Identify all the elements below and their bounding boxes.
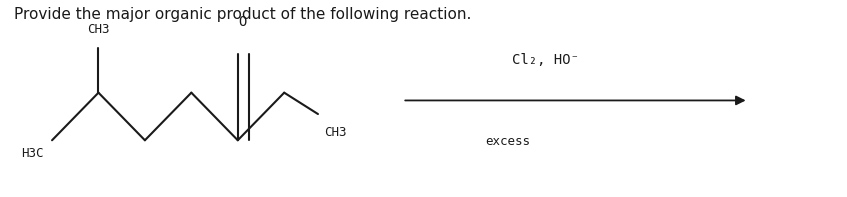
Text: excess: excess [485, 135, 530, 148]
Text: Provide the major organic product of the following reaction.: Provide the major organic product of the… [14, 7, 472, 22]
Text: H3C: H3C [21, 147, 43, 160]
Text: CH3: CH3 [324, 126, 346, 139]
Text: CH3: CH3 [87, 23, 110, 36]
Text: Cl₂, HO⁻: Cl₂, HO⁻ [512, 53, 579, 67]
Text: O: O [239, 15, 247, 29]
